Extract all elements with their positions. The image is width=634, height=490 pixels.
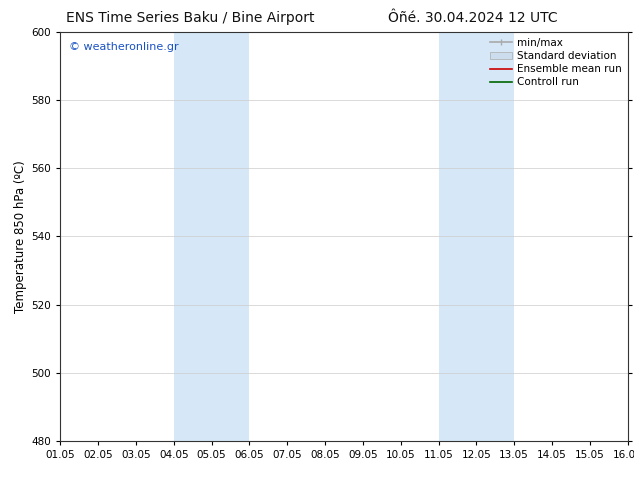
Bar: [174, 32, 249, 441]
Text: Ôñé. 30.04.2024 12 UTC: Ôñé. 30.04.2024 12 UTC: [387, 11, 557, 25]
Bar: [439, 32, 514, 441]
Legend: min/max, Standard deviation, Ensemble mean run, Controll run: min/max, Standard deviation, Ensemble me…: [486, 34, 626, 92]
Text: ENS Time Series Baku / Bine Airport: ENS Time Series Baku / Bine Airport: [66, 11, 314, 25]
Y-axis label: Temperature 850 hPa (ºC): Temperature 850 hPa (ºC): [15, 160, 27, 313]
Text: © weatheronline.gr: © weatheronline.gr: [68, 42, 178, 52]
